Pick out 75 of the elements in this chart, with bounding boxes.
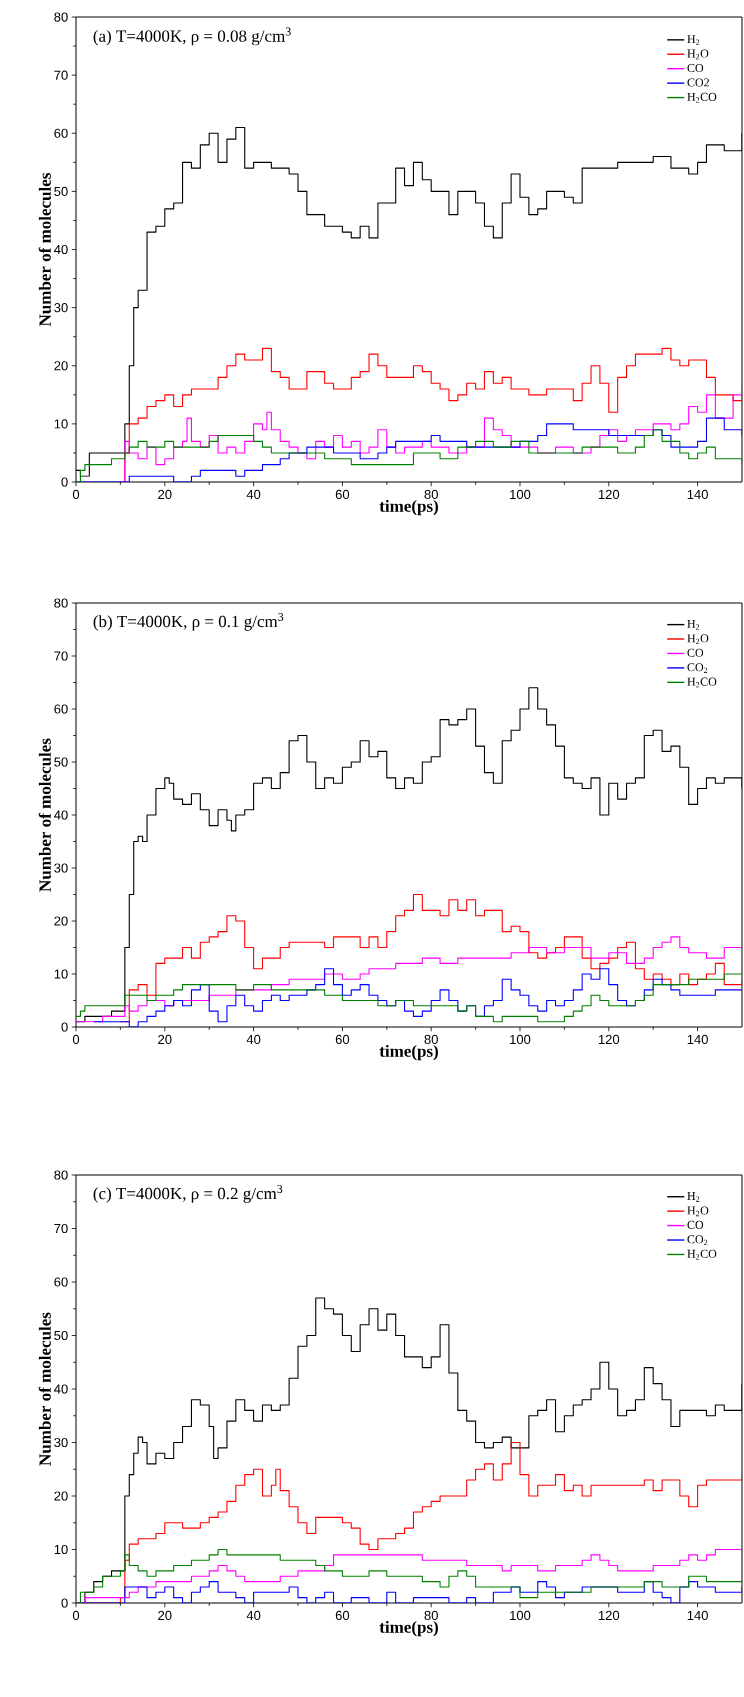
legend-label: CO: [687, 648, 704, 657]
x-tick-label: 20: [158, 489, 172, 500]
y-tick-label: 30: [54, 303, 68, 313]
legend-label: H$_{2}$: [687, 35, 700, 45]
legend-label: CO$_{2}$: [687, 1235, 708, 1246]
y-tick-label: 20: [54, 1491, 68, 1501]
y-tick-label: 0: [61, 477, 68, 487]
y-tick-label: 60: [54, 128, 68, 138]
x-axis-title: time(ps): [379, 1620, 438, 1637]
y-tick-label: 80: [54, 1170, 68, 1180]
y-tick-label: 40: [54, 810, 68, 820]
legend-label: CO2: [687, 78, 709, 87]
legend-label: H$_{2}$O: [687, 1206, 709, 1217]
y-tick-label: 10: [54, 969, 68, 979]
x-tick-label: 60: [335, 1034, 350, 1045]
y-tick-label: 50: [54, 186, 68, 196]
y-tick-label: 30: [54, 863, 68, 873]
legend-label: H$_{2}$CO: [687, 677, 717, 688]
text: (b) T=4000K, ρ = 0.1 g/cm$^{3}$: [93, 612, 284, 631]
x-tick-label: 60: [335, 489, 350, 500]
y-tick-label: 0: [61, 1598, 68, 1608]
y-tick-label: 80: [54, 598, 68, 608]
legend-label: CO: [687, 1220, 704, 1229]
y-tick-label: 50: [54, 757, 68, 767]
x-tick-label: 0: [72, 489, 80, 500]
y-tick-label: 80: [54, 12, 68, 22]
y-tick-label: 20: [54, 361, 68, 371]
y-tick-label: 30: [54, 1437, 68, 1448]
x-axis-title: time(ps): [379, 1044, 438, 1061]
y-axis-title: Number of molecules: [38, 1312, 51, 1466]
y-axis-title: Number of molecules: [38, 738, 51, 892]
x-tick-label: 120: [598, 1610, 620, 1621]
legend-label: H$_{2}$CO: [687, 92, 717, 103]
legend-label: H$_{2}$O: [687, 634, 709, 645]
y-tick-label: 0: [61, 1022, 68, 1032]
y-tick-label: 70: [54, 70, 68, 80]
y-tick-label: 10: [54, 419, 68, 429]
x-tick-label: 40: [246, 489, 261, 500]
x-tick-label: 80: [424, 489, 438, 500]
x-tick-label: 140: [687, 1610, 708, 1621]
x-tick-label: 40: [246, 1034, 261, 1045]
legend-label: H$_{2}$O: [687, 49, 709, 60]
y-tick-label: 20: [54, 916, 68, 926]
y-tick-label: 40: [54, 1384, 68, 1394]
legend-label: CO$_{2}$: [687, 663, 708, 673]
x-tick-label: 80: [424, 1610, 438, 1621]
x-tick-label: 80: [424, 1034, 438, 1045]
x-tick-label: 100: [510, 489, 531, 500]
y-tick-label: 70: [54, 651, 68, 661]
legend-label: H$_{2}$: [687, 619, 700, 630]
x-tick-label: 140: [687, 1034, 708, 1045]
text: (a) T=4000K, ρ = 0.08 g/cm$^{3}$: [93, 27, 291, 46]
x-tick-label: 20: [158, 1034, 172, 1045]
legend-label: H$_{2}$CO: [687, 1249, 717, 1260]
x-tick-label: 100: [510, 1034, 531, 1045]
x-tick-label: 0: [72, 1610, 80, 1621]
y-axis-title: Number of molecules: [38, 173, 51, 327]
x-tick-label: 120: [598, 489, 620, 500]
y-tick-label: 70: [54, 1223, 68, 1234]
x-axis-title: time(ps): [379, 499, 438, 516]
y-tick-label: 10: [54, 1544, 68, 1555]
x-tick-label: 20: [158, 1610, 172, 1621]
y-tick-label: 60: [54, 1277, 68, 1287]
legend-label: CO: [687, 63, 704, 73]
x-tick-label: 40: [246, 1610, 261, 1621]
x-tick-label: 0: [72, 1034, 80, 1045]
legend-label: H$_{2}$: [687, 1192, 700, 1202]
x-tick-label: 140: [687, 489, 708, 500]
x-tick-label: 100: [510, 1610, 531, 1621]
y-tick-label: 50: [54, 1330, 68, 1341]
y-tick-label: 60: [54, 704, 68, 714]
y-tick-label: 40: [54, 244, 68, 255]
x-tick-label: 60: [335, 1610, 350, 1621]
x-tick-label: 120: [598, 1034, 620, 1045]
text: (c) T=4000K, ρ = 0.2 g/cm$^{3}$: [93, 1184, 283, 1203]
